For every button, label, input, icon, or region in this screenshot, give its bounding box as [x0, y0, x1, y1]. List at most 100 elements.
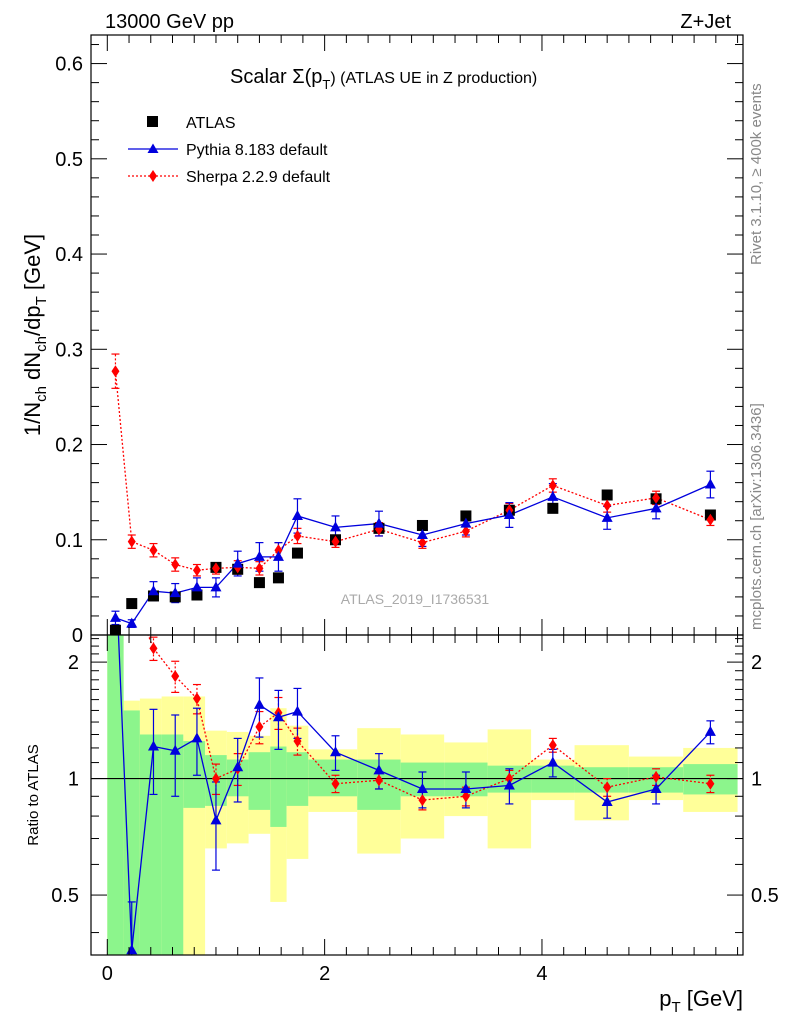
header-right: Z+Jet [680, 11, 731, 33]
sherpa-line [114, 371, 711, 571]
ratio-pythia-point [601, 795, 613, 806]
pythia-data-point [650, 502, 662, 513]
pythia-data-point [601, 511, 613, 522]
legend-marker-atlas [147, 116, 158, 127]
legend-marker-sherpa [149, 170, 157, 182]
ratio-band-inner [161, 734, 184, 955]
ratio-panel: 0.5 0.5 1 1 2 2 0 2 4 Ratio to ATLAS pT [GeV] [25, 115, 779, 1016]
atlas-data-point [291, 547, 303, 559]
pythia-data-point [416, 529, 428, 539]
main-title: Scalar Σ(pT) (ATLAS UE in Z production) [230, 66, 537, 92]
atlas-data-point [272, 572, 284, 584]
main-y-tick-label: 0.5 [55, 149, 83, 171]
ratio-band-inner [270, 746, 287, 827]
side-label-mcplots: mcplots.cern.ch [arXiv:1306.3436] [748, 403, 765, 630]
ratio-y-tick-label-right: 0.5 [751, 885, 779, 907]
atlas-data-point [191, 589, 203, 601]
analysis-watermark: ATLAS_2019_I1736531 [341, 591, 490, 607]
ratio-sherpa-point [548, 739, 557, 752]
ratio-band-inner [123, 710, 140, 955]
x-tick-label: 2 [319, 963, 330, 985]
ratio-data-layer [91, 115, 743, 955]
pythia-data-point [460, 517, 472, 528]
sherpa-data-point [418, 536, 427, 549]
ratio-sherpa-point [149, 642, 158, 655]
atlas-data-point [147, 590, 159, 602]
main-y-axis-label: 1/Nch dNch/dpT [GeV] [20, 234, 50, 436]
ratio-sherpa-point [331, 777, 340, 790]
atlas-data-point [601, 489, 613, 501]
pythia-data-point [291, 509, 303, 520]
ratio-band-inner [139, 734, 162, 955]
ratio-sherpa-point [255, 720, 264, 733]
pythia-data-point [547, 490, 559, 501]
pythia-data-point [272, 550, 284, 561]
atlas-data-point [547, 502, 559, 514]
pythia-data-point [169, 587, 181, 598]
ratio-sherpa-point [374, 774, 383, 787]
header-left: 13000 GeV pp [105, 11, 234, 33]
ratio-y-tick-label-right: 2 [751, 652, 762, 674]
sherpa-data-point [111, 365, 120, 378]
main-y-tick-label: 0.6 [55, 54, 83, 76]
atlas-data-point [253, 577, 265, 589]
ratio-pythia-point [147, 740, 159, 751]
ratio-sherpa-point [111, 115, 119, 127]
ratio-pythia-point [704, 725, 716, 736]
ratio-pythia-point [547, 756, 559, 767]
ratio-y-tick-label: 0.5 [51, 885, 79, 907]
ratio-sherpa-point [706, 777, 715, 790]
ratio-pythia-point [330, 746, 341, 757]
pythia-data-point [503, 509, 515, 519]
ratio-band-inner [248, 752, 271, 810]
atlas-data-point [416, 519, 428, 531]
sherpa-data-point [548, 479, 557, 492]
sherpa-data-point [127, 535, 136, 548]
pythia-data-point [253, 550, 265, 561]
ratio-pythia-point [210, 814, 222, 825]
ratio-band-inner [107, 635, 124, 955]
ratio-band-outer [183, 696, 206, 955]
main-data-layer [109, 353, 716, 635]
ratio-band-inner [574, 767, 629, 793]
ratio-pythia-point [650, 782, 662, 793]
ratio-sherpa-point [603, 781, 612, 794]
side-label-rivet: Rivet 3.1.10, ≥ 400k events [748, 83, 765, 265]
main-axes: 0 0.1 0.2 0.3 0.4 0.5 0.6 [55, 35, 743, 647]
atlas-data-point [126, 598, 138, 610]
ratio-pythia-point [272, 711, 284, 722]
ratio-frame [90, 634, 744, 956]
ratio-sherpa-point [652, 770, 661, 783]
ratio-sherpa-point [211, 772, 220, 785]
main-y-tick-label: 0.2 [55, 435, 83, 457]
ratio-pythia-point [110, 557, 121, 567]
sherpa-data-point [706, 513, 715, 526]
ratio-pythia-point [169, 744, 181, 755]
main-y-tick-label: 0.1 [55, 530, 83, 552]
ratio-band-inner [308, 759, 358, 797]
atlas-data-point [109, 624, 121, 635]
main-y-tick-label: 0 [72, 625, 83, 647]
pythia-data-point [126, 617, 138, 628]
ratio-pythia-point [416, 782, 428, 793]
x-tick-label: 0 [102, 963, 113, 985]
ratio-y-tick-label: 2 [68, 652, 79, 674]
sherpa-data-point [331, 535, 340, 548]
ratio-y-tick-label: 1 [68, 769, 79, 791]
pythia-data-point [232, 557, 244, 568]
main-y-tick-label: 0.3 [55, 339, 83, 361]
ratio-sherpa-point [192, 692, 201, 705]
sherpa-data-point [461, 525, 470, 538]
pythia-data-point [330, 521, 341, 532]
pythia-data-point [147, 585, 159, 596]
pythia-data-point [373, 517, 385, 528]
legend: ATLAS Pythia 8.183 default Sherpa 2.2.9 … [128, 115, 331, 186]
main-panel: 0 0.1 0.2 0.3 0.4 0.5 0.6 Scalar Σ(pT) (ATLAS … [20, 34, 744, 647]
sherpa-data-point [192, 564, 201, 577]
pythia-data-point [210, 581, 222, 592]
sherpa-data-point [652, 491, 661, 504]
ratio-sherpa-point [171, 670, 180, 683]
legend-marker-pythia [147, 143, 159, 153]
sherpa-data-point [171, 558, 180, 571]
